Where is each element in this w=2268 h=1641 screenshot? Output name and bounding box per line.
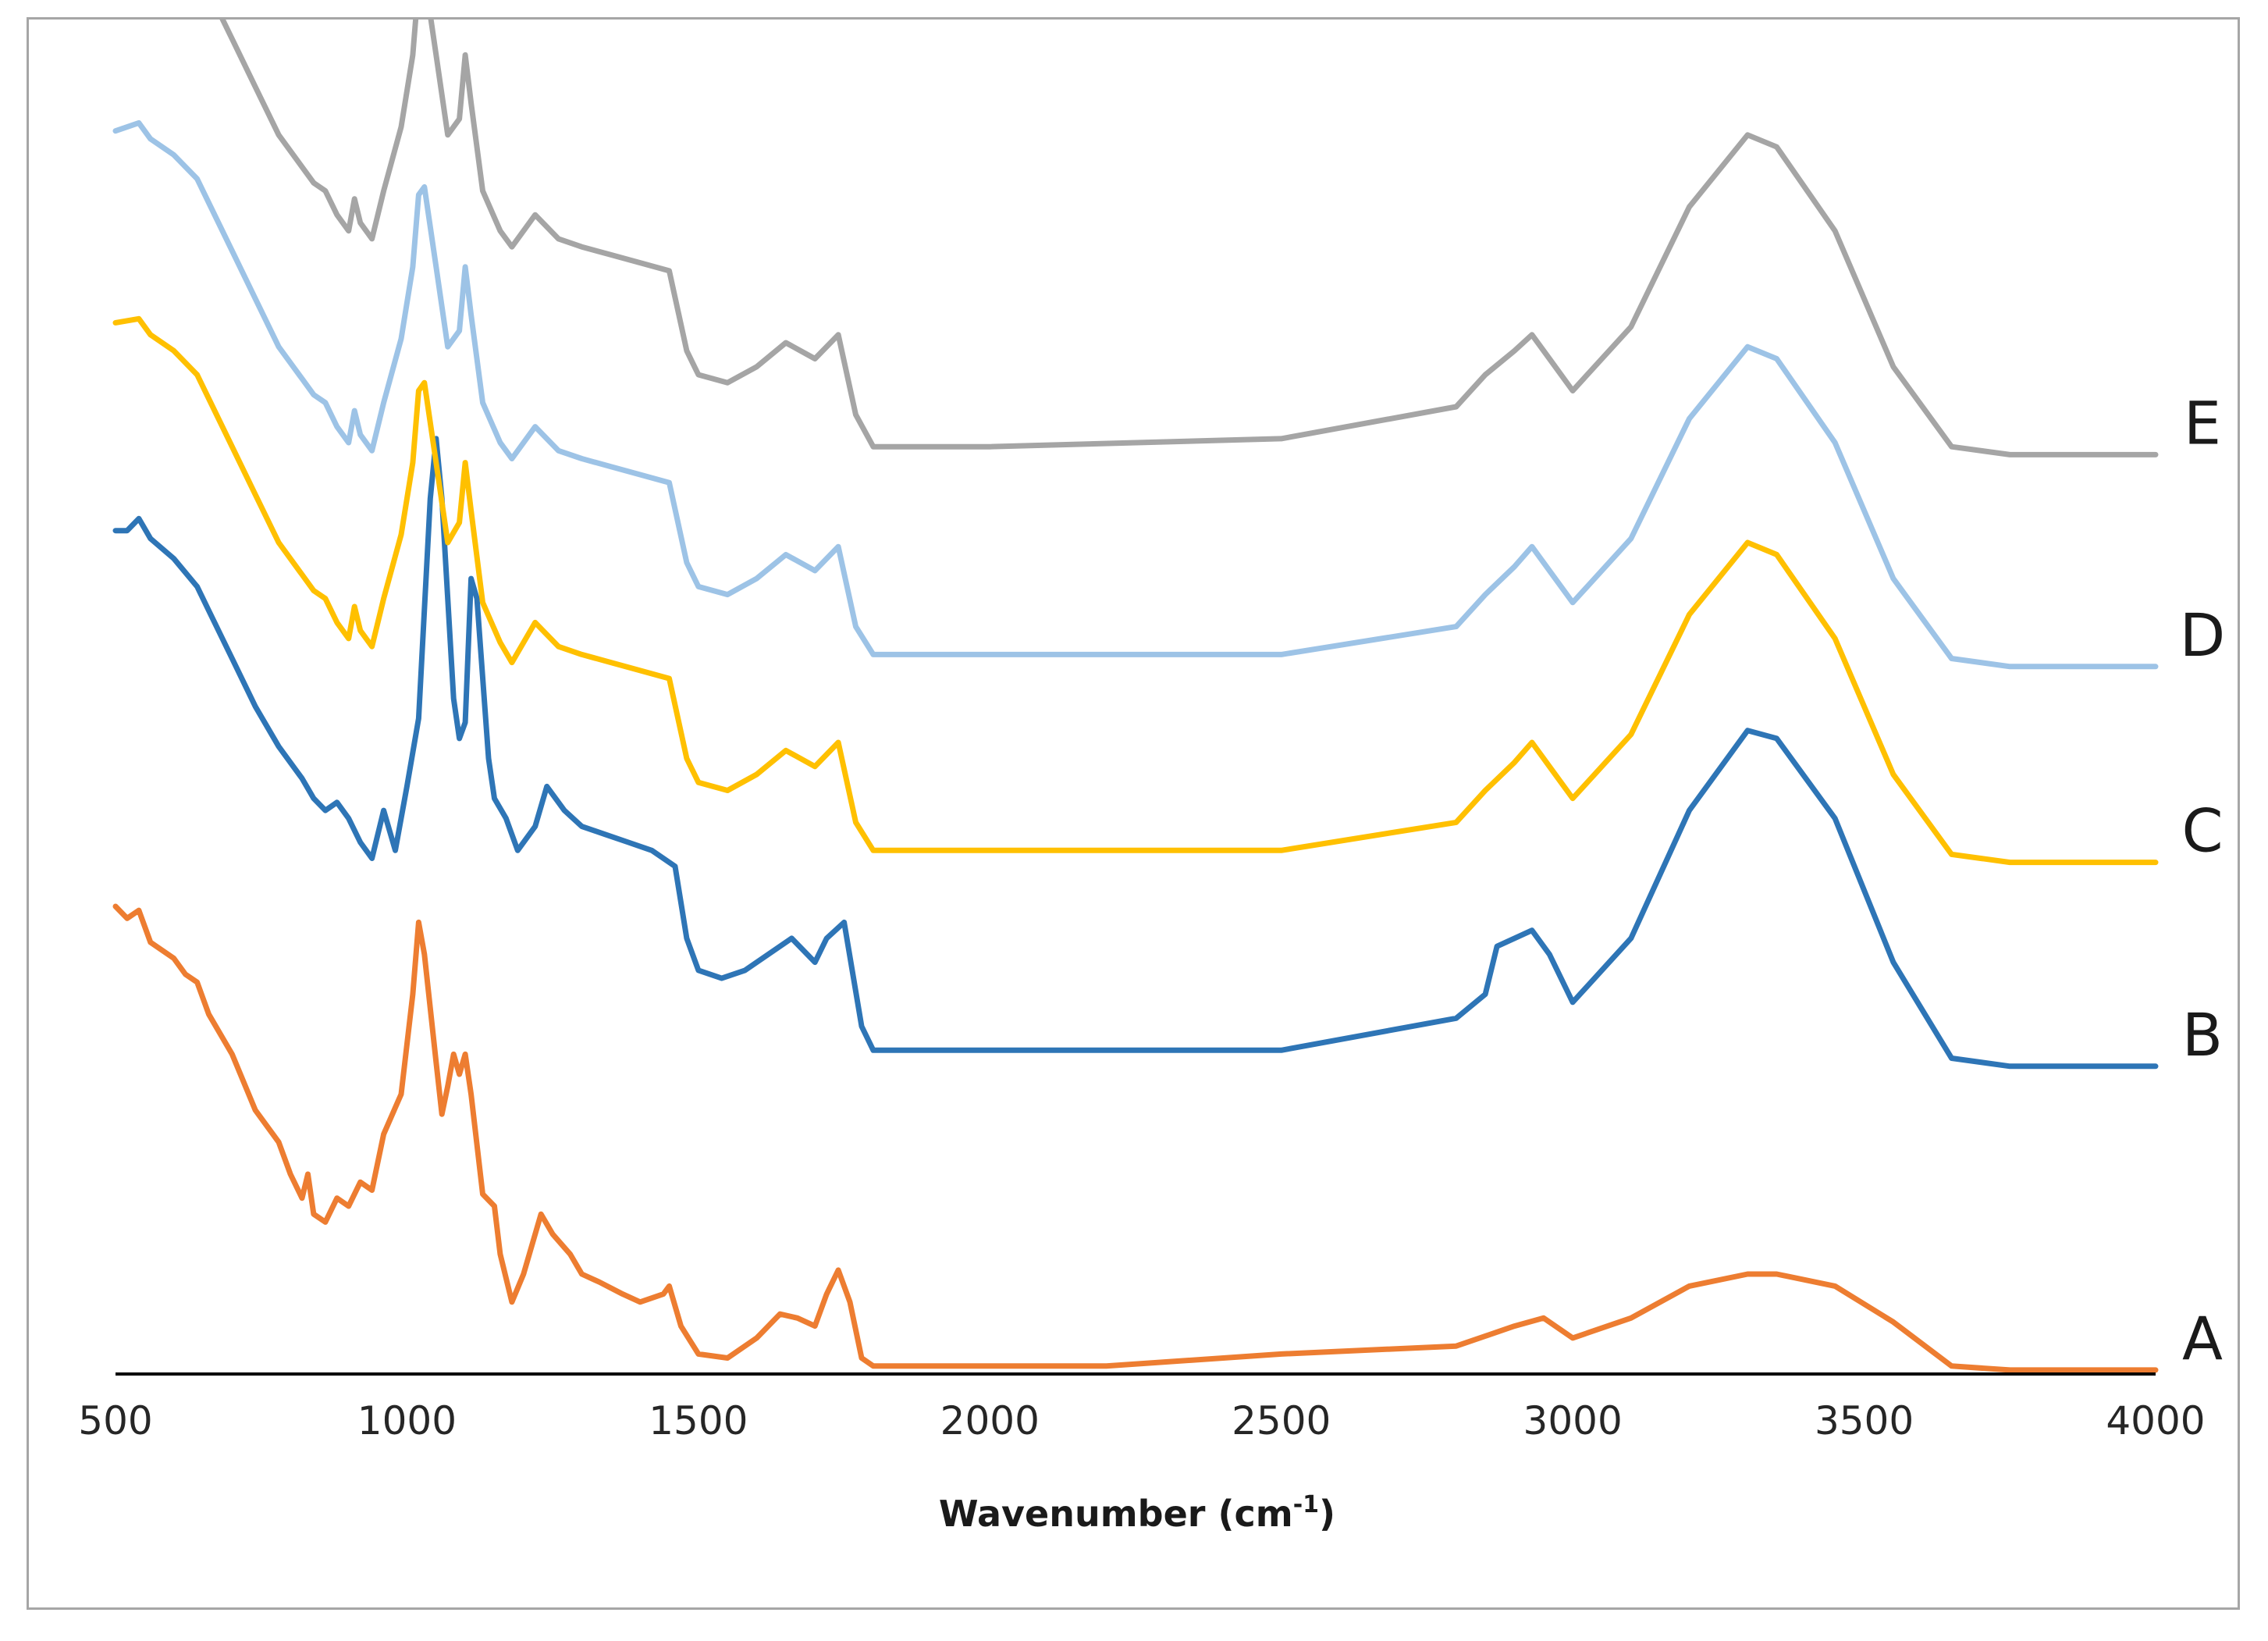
- x-axis-title-text: Wavenumber (cm: [939, 1493, 1293, 1535]
- x-axis-title-close: ): [1319, 1493, 1335, 1535]
- x-tick-label-4000: 4000: [2106, 1398, 2205, 1443]
- x-tick-label-3000: 3000: [1523, 1398, 1623, 1443]
- x-tick-label-3500: 3500: [1815, 1398, 1914, 1443]
- x-axis-title-superscript: -1: [1293, 1491, 1319, 1518]
- series-label-b: B: [2182, 1000, 2223, 1070]
- series-line-d: [112, 119, 2159, 670]
- x-tick-label-1500: 1500: [649, 1398, 748, 1443]
- x-tick-label-2500: 2500: [1232, 1398, 1331, 1443]
- chart-frame: 500 1000 1500 2000 2500 3000 3500 4000 A B C D E Wa…: [27, 17, 2240, 1610]
- series-label-c: C: [2181, 796, 2223, 866]
- x-tick-labels: 500 1000 1500 2000 2500 3000 3500 4000: [78, 1398, 2205, 1443]
- spectra-chart: 500 1000 1500 2000 2500 3000 3500 4000 A B C D E Wa…: [78, 20, 2226, 1535]
- series-label-a: A: [2182, 1304, 2223, 1373]
- x-tick-label-1000: 1000: [357, 1398, 457, 1443]
- x-tick-label-2000: 2000: [940, 1398, 1040, 1443]
- series-line-a: [112, 903, 2159, 1373]
- series-labels: A B C D E: [2180, 388, 2226, 1372]
- series-label-e: E: [2184, 388, 2221, 457]
- series-line-e: [219, 20, 2159, 457]
- series-line-c: [112, 315, 2159, 866]
- series-label-d: D: [2180, 600, 2226, 670]
- traces-group: [112, 20, 2159, 1373]
- series-line-b: [112, 436, 2159, 1070]
- x-tick-label-500: 500: [78, 1398, 152, 1443]
- x-axis-title: Wavenumber (cm-1): [939, 1491, 1335, 1535]
